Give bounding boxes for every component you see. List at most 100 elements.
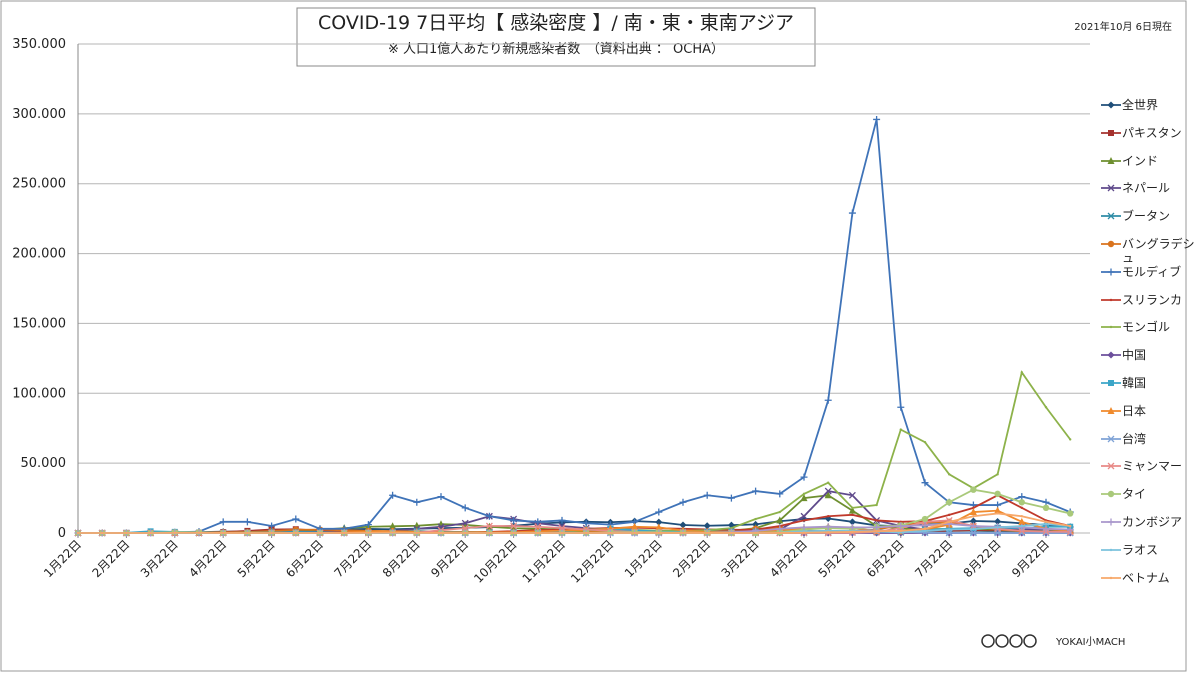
marker bbox=[1018, 499, 1025, 506]
marker bbox=[415, 531, 418, 535]
marker bbox=[897, 522, 905, 530]
legend-label: モンゴル bbox=[1122, 320, 1171, 335]
marker bbox=[848, 523, 856, 531]
marker bbox=[391, 531, 394, 534]
marker bbox=[439, 531, 443, 535]
legend-swatch bbox=[1101, 129, 1121, 136]
legend-label: ラオス bbox=[1122, 542, 1159, 557]
legend-marker bbox=[1108, 380, 1114, 386]
marker bbox=[343, 531, 346, 535]
marker bbox=[972, 527, 975, 531]
legend-swatch bbox=[1101, 351, 1121, 359]
marker bbox=[703, 522, 711, 530]
marker bbox=[389, 491, 397, 499]
marker bbox=[461, 504, 469, 512]
x-tick-label: 6月22日 bbox=[283, 537, 326, 580]
marker bbox=[776, 490, 784, 498]
marker bbox=[461, 524, 469, 532]
legend-swatch bbox=[1101, 101, 1121, 109]
legend-label: バングラデシュ bbox=[1122, 237, 1195, 265]
marker bbox=[679, 498, 687, 506]
marker bbox=[173, 531, 176, 535]
x-tick-label: 3月22日 bbox=[719, 537, 762, 580]
marker bbox=[655, 518, 663, 526]
marker bbox=[655, 523, 663, 531]
legend-marker bbox=[1107, 435, 1115, 443]
marker bbox=[101, 531, 104, 535]
legend-item: ラオス bbox=[1100, 543, 1198, 557]
marker bbox=[655, 508, 663, 516]
marker bbox=[875, 519, 878, 522]
legend-swatch bbox=[1101, 576, 1121, 579]
marker bbox=[802, 531, 806, 534]
x-tick-label: 2月22日 bbox=[670, 537, 713, 580]
marker bbox=[389, 522, 397, 530]
legend-item: ブータン bbox=[1100, 209, 1198, 223]
legend-item: モンゴル bbox=[1100, 320, 1198, 334]
marker bbox=[294, 531, 297, 535]
marker bbox=[996, 526, 999, 529]
series-line bbox=[78, 370, 1071, 534]
marker bbox=[76, 531, 80, 535]
series bbox=[76, 370, 1072, 535]
marker bbox=[994, 518, 1002, 526]
legend-swatch bbox=[1101, 156, 1121, 164]
marker bbox=[582, 519, 590, 527]
legend-item: 韓国 bbox=[1100, 376, 1198, 390]
legend-swatch bbox=[1101, 462, 1121, 470]
legend-swatch bbox=[1101, 518, 1121, 526]
marker bbox=[1044, 522, 1048, 526]
marker bbox=[923, 527, 927, 531]
legend-swatch bbox=[1101, 298, 1121, 301]
credit: YOKAI小MACH bbox=[1055, 636, 1125, 648]
y-tick-label: 100.000 bbox=[12, 386, 66, 401]
marker bbox=[948, 528, 951, 531]
marker bbox=[631, 522, 639, 530]
marker bbox=[534, 523, 542, 531]
marker bbox=[485, 512, 493, 520]
legend-label: スリランカ bbox=[1122, 292, 1183, 307]
x-tick-label: 6月22日 bbox=[864, 537, 907, 580]
marker bbox=[246, 531, 249, 535]
marker bbox=[800, 473, 808, 481]
legend-item: 台湾 bbox=[1100, 432, 1198, 446]
legend-item: パキスタン bbox=[1100, 126, 1198, 140]
legend-marker bbox=[1109, 326, 1113, 329]
marker bbox=[1020, 524, 1023, 528]
legend-marker bbox=[1107, 268, 1115, 276]
marker bbox=[923, 440, 927, 444]
legend-label: ベトナム bbox=[1122, 570, 1170, 585]
legend-swatch bbox=[1101, 184, 1121, 192]
marker bbox=[1020, 506, 1023, 510]
legend-label: タイ bbox=[1122, 487, 1147, 502]
y-tick-label: 250.000 bbox=[12, 177, 66, 192]
marker bbox=[948, 520, 951, 524]
marker bbox=[268, 522, 276, 530]
marker bbox=[899, 428, 902, 431]
marker bbox=[585, 531, 588, 535]
marker bbox=[437, 493, 445, 501]
x-tick-label: 5月22日 bbox=[235, 537, 278, 580]
marker bbox=[1020, 371, 1023, 374]
marker bbox=[802, 492, 806, 496]
cc-icons bbox=[981, 634, 1037, 648]
legend-marker bbox=[1107, 462, 1115, 470]
marker bbox=[945, 529, 953, 537]
marker bbox=[996, 512, 999, 515]
date-note: 2021年10月 6日現在 bbox=[1074, 20, 1172, 33]
legend-marker bbox=[1108, 129, 1114, 136]
legend-item: 中国 bbox=[1100, 348, 1198, 362]
marker bbox=[510, 522, 518, 530]
marker bbox=[848, 209, 856, 217]
x-tick-label: 8月22日 bbox=[961, 537, 1004, 580]
legend-item: スリランカ bbox=[1100, 293, 1198, 307]
marker bbox=[824, 396, 832, 404]
x-tick-label: 1月22日 bbox=[41, 537, 84, 580]
legend-item: ミャンマー bbox=[1100, 459, 1198, 473]
marker bbox=[994, 490, 1001, 498]
legend-item: 全世界 bbox=[1100, 98, 1198, 112]
marker bbox=[1020, 515, 1023, 518]
legend-swatch bbox=[1101, 268, 1121, 276]
legend-item: カンボジア bbox=[1100, 515, 1198, 529]
